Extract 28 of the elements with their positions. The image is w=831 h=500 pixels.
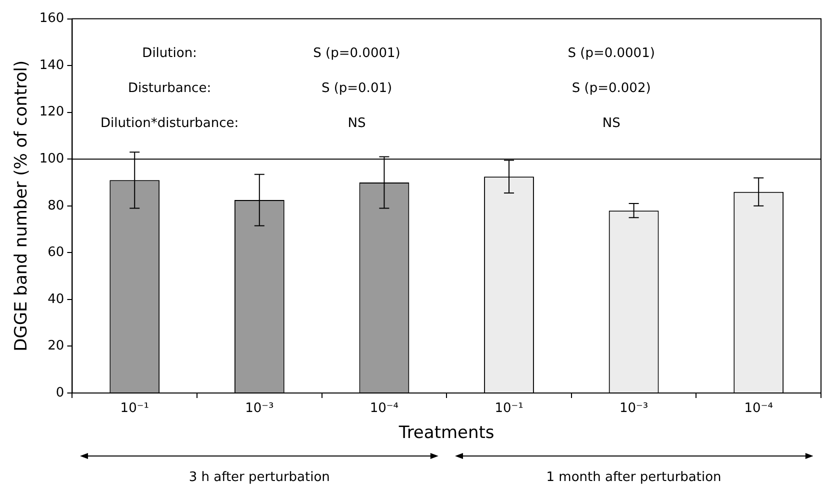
- y-tick-label: 120: [39, 104, 64, 120]
- y-tick-label: 160: [39, 11, 64, 26]
- annotation: S (p=0.01): [321, 81, 392, 96]
- annotation: S (p=0.0001): [568, 46, 655, 62]
- y-tick-label: 20: [48, 338, 64, 354]
- text: 1 month after perturbation: [545, 470, 722, 485]
- y-tick-label: 40: [48, 292, 64, 307]
- y-tick-label: 140: [39, 58, 64, 73]
- x-tick-label: 10⁻¹: [120, 401, 149, 416]
- x-tick-label: 10⁻³: [245, 401, 274, 416]
- annotation: NS: [602, 116, 620, 132]
- x-tick-label: 10⁻³: [619, 401, 648, 416]
- annotation: S (p=0.002): [572, 81, 651, 96]
- x-axis-title: Treatments: [398, 423, 494, 444]
- annotation: NS: [348, 116, 366, 132]
- annotation: S (p=0.0001): [313, 46, 400, 62]
- x-tick-label: 10⁻¹: [494, 401, 524, 416]
- y-tick-label: 80: [48, 198, 64, 214]
- y-axis-title: DGGE band number (% of control): [12, 60, 32, 352]
- x-tick-label: 10⁻⁴: [370, 401, 399, 416]
- text: 3 h after perturbation: [188, 470, 331, 485]
- y-tick-label: 0: [56, 385, 64, 400]
- x-tick-label: 10⁻⁴: [744, 401, 773, 416]
- y-tick-label: 100: [39, 152, 64, 166]
- y-tick-label: 60: [48, 245, 64, 260]
- annotation: Dilution:: [142, 46, 197, 62]
- annotation: Dilution*disturbance:: [100, 116, 239, 132]
- annotation: Disturbance:: [128, 81, 212, 96]
